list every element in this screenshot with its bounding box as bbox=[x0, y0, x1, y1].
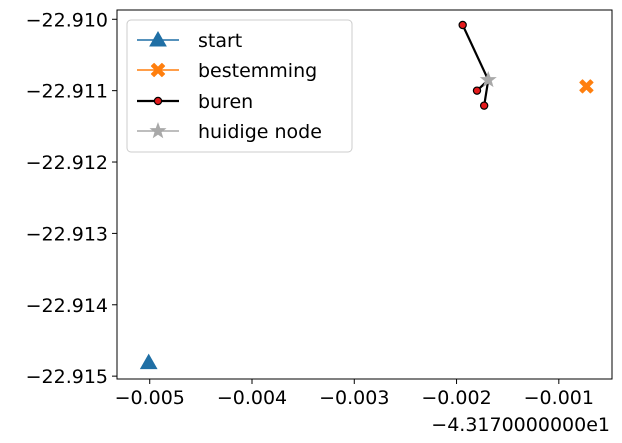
legend: start bestemming buren huidige node bbox=[126, 19, 353, 153]
huidige-node-point-0 bbox=[479, 70, 497, 88]
x-tick-label-3: −0.002 bbox=[421, 387, 491, 409]
y-tick-label-2: −22.912 bbox=[26, 152, 108, 174]
buren-line-0 bbox=[461, 24, 490, 81]
buren-line-2 bbox=[483, 79, 490, 106]
y-tick-label-0: −22.910 bbox=[26, 9, 108, 31]
start-point-0 bbox=[139, 353, 158, 370]
buren-point-2 bbox=[479, 101, 489, 110]
plot-area bbox=[139, 20, 594, 370]
x-axis-offset-label: −4.3170000000e1 bbox=[431, 414, 610, 436]
y-tick-label-5: −22.915 bbox=[26, 366, 108, 388]
legend-marker-huidige-node bbox=[149, 122, 167, 139]
legend-label-start: start bbox=[198, 30, 242, 52]
axes-frame bbox=[116, 9, 613, 380]
buren-point-0 bbox=[458, 20, 467, 30]
axes: −0.005 −0.004 −0.003 −0.002 −0.001 −22.910 −22… bbox=[26, 9, 613, 409]
legend-marker-bestemming bbox=[150, 62, 166, 78]
legend-marker-buren bbox=[153, 96, 163, 106]
legend-marker-start bbox=[149, 30, 167, 47]
legend-label-bestemming: bestemming bbox=[198, 60, 317, 82]
x-tick-label-0: −0.005 bbox=[115, 387, 185, 409]
y-tick-label-1: −22.911 bbox=[26, 81, 108, 103]
y-tick-label-3: −22.913 bbox=[26, 223, 108, 245]
legend-label-buren: buren bbox=[198, 91, 253, 113]
y-tick-label-4: −22.914 bbox=[26, 295, 108, 317]
x-tick-label-4: −0.001 bbox=[524, 387, 594, 409]
legend-box bbox=[126, 19, 353, 153]
x-tick-label-2: −0.003 bbox=[319, 387, 389, 409]
buren-point-1 bbox=[472, 86, 482, 95]
legend-label-huidige-node: huidige node bbox=[198, 121, 322, 143]
bestemming-point-0 bbox=[579, 79, 594, 94]
x-tick-label-1: −0.004 bbox=[217, 387, 287, 409]
